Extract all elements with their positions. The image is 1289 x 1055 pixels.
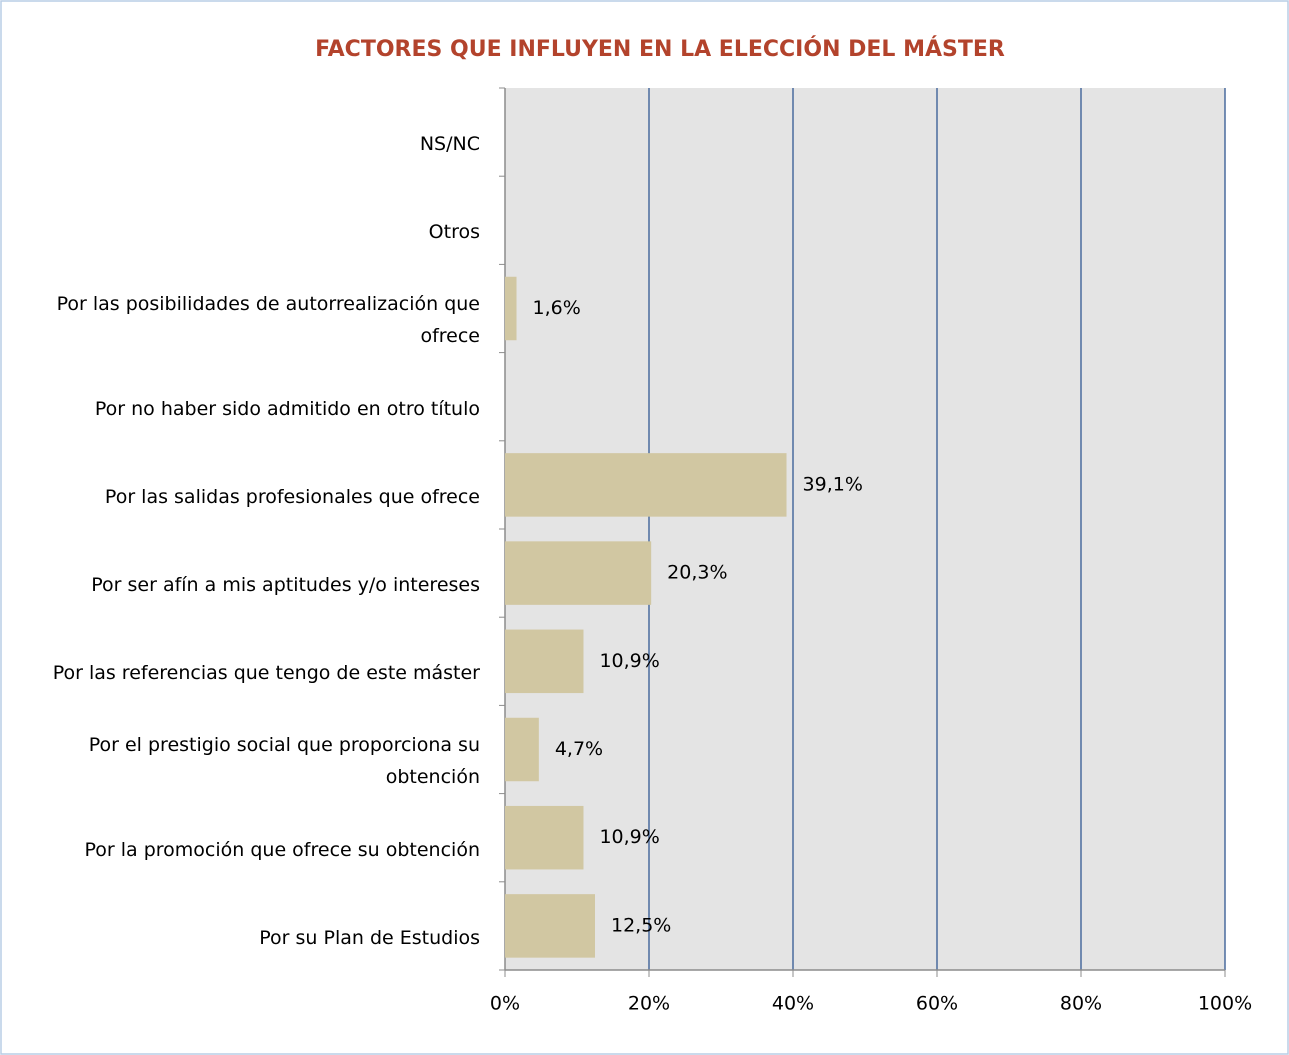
y-tick-label: Por su Plan de Estudios — [259, 926, 480, 949]
y-tick-label: Por no haber sido admitido en otro títul… — [94, 397, 480, 420]
bar — [505, 717, 539, 782]
x-tick-label: 80% — [1060, 993, 1102, 1015]
bar — [505, 805, 584, 870]
x-tick-label: 20% — [628, 993, 670, 1015]
data-label: 20,3% — [667, 562, 727, 584]
x-tick-label: 60% — [916, 993, 958, 1015]
y-tick-label: Por ser afín a mis aptitudes y/o interes… — [91, 574, 480, 597]
bar — [505, 276, 517, 341]
x-tick-label: 0% — [490, 993, 520, 1015]
data-label: 10,9% — [599, 650, 659, 672]
data-label: 10,9% — [599, 826, 659, 848]
bar — [505, 629, 584, 694]
plot-area — [505, 88, 1225, 970]
bar — [505, 453, 787, 517]
data-label: 1,6% — [533, 297, 581, 319]
x-tick-label: 40% — [772, 993, 814, 1015]
y-tick-label: Por las salidas profesionales que ofrece — [104, 485, 480, 508]
data-label: 12,5% — [611, 914, 671, 936]
y-tick-label: Otros — [428, 221, 480, 244]
bar — [505, 894, 595, 958]
y-tick-label: Por las referencias que tengo de este má… — [52, 662, 480, 685]
data-label: 39,1% — [803, 473, 863, 495]
y-tick-label: Por las posibilidades de autorrealizació… — [56, 293, 480, 348]
chart-title: FACTORES QUE INFLUYEN EN LA ELECCIÓN DEL… — [315, 36, 1005, 62]
y-tick-label: Por la promoción que ofrece su obtención — [84, 838, 480, 861]
y-tick-label: NS/NC — [419, 133, 480, 156]
y-tick-label: Por el prestigio social que proporciona … — [88, 734, 480, 789]
bar — [505, 541, 652, 605]
x-tick-label: 100% — [1198, 993, 1252, 1015]
data-label: 4,7% — [555, 738, 603, 760]
